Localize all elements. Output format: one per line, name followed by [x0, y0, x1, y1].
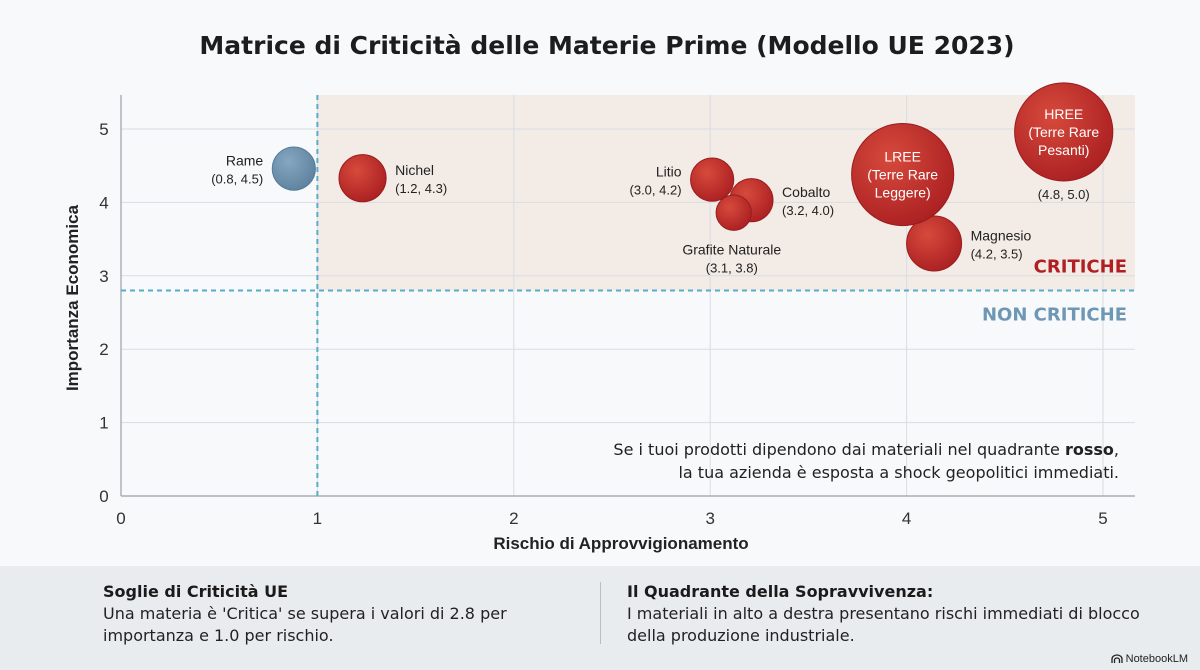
plot-area: 0 1 2 3 4 5 0 1 2 3 4 5 CRITICHE NON CRITICHE Rame (0.8… [99, 82, 1135, 528]
chart-title: Matrice di Criticità delle Materie Prime… [199, 31, 1014, 60]
x-axis-title: Rischio di Approvvigionamento [493, 534, 748, 553]
x-tick-label: 1 [313, 509, 322, 528]
y-tick-label: 2 [99, 340, 108, 359]
x-tick-label: 2 [509, 509, 518, 528]
point-coord-label: (1.2, 4.3) [395, 181, 447, 196]
brand-logo: NotebookLM [1110, 653, 1188, 665]
y-tick-label: 4 [99, 193, 108, 212]
point-inside-label: (Terre Rare [1028, 124, 1099, 140]
footer-quadrant-text: I materiali in alto a destra presentano … [627, 604, 1140, 645]
point-inside-label: Leggere) [875, 185, 931, 201]
data-point-magnesio: Magnesio (4.2, 3.5) [906, 215, 1032, 272]
quadrant-note-line2: la tua azienda è esposta a shock geopoli… [678, 463, 1119, 482]
data-point-nichel: Nichel (1.2, 4.3) [338, 154, 447, 203]
quadrant-note-line1: Se i tuoi prodotti dipendono dai materia… [613, 440, 1119, 459]
point-inside-label: HREE [1044, 106, 1083, 122]
x-tick-label: 3 [705, 509, 714, 528]
footer-quadrant: Il Quadrante della Sopravvivenza: I mate… [627, 582, 1147, 647]
footer-thresholds-text: Una materia è 'Critica' se supera i valo… [103, 604, 507, 645]
bubble-nichel [338, 154, 387, 203]
bubble-lree [851, 122, 955, 227]
footer-thresholds: Soglie di Criticità UE Una materia è 'Cr… [103, 582, 573, 647]
note-text: Se i tuoi prodotti dipendono dai materia… [613, 440, 1065, 459]
bubble-hree [1014, 82, 1114, 182]
x-tick-label: 0 [116, 509, 125, 528]
notebooklm-icon [1110, 654, 1123, 663]
y-axis-title: Importanza Economica [63, 204, 82, 391]
point-coord-label: (4.2, 3.5) [971, 247, 1023, 262]
bubble-litio [690, 157, 735, 202]
note-bold-word: rosso [1065, 440, 1114, 459]
point-name-label: Litio [656, 164, 682, 180]
x-tick-label: 5 [1098, 509, 1107, 528]
point-inside-label: LREE [884, 149, 921, 165]
footer-quadrant-title: Il Quadrante della Sopravvivenza: [627, 582, 934, 601]
point-name-label: Rame [226, 153, 264, 169]
zone-label-non-critical: NON CRITICHE [982, 304, 1127, 325]
point-name-label: Grafite Naturale [682, 241, 781, 257]
data-point-litio: Litio (3.0, 4.2) [630, 157, 735, 202]
data-point-rame: Rame (0.8, 4.5) [211, 146, 316, 191]
point-coord-label: (3.2, 4.0) [782, 203, 834, 218]
brand-name: NotebookLM [1125, 653, 1188, 665]
note-text: , [1114, 440, 1119, 459]
bubble-grafite [715, 194, 752, 231]
point-coord-label: (0.8, 4.5) [211, 172, 263, 187]
point-name-label: Cobalto [782, 184, 830, 200]
point-coord-label: (4.8, 5.0) [1038, 187, 1090, 202]
point-inside-label: (Terre Rare [867, 167, 938, 183]
data-point-hree: HREE (Terre Rare Pesanti) (4.8, 5.0) [1014, 82, 1114, 202]
point-inside-label: Pesanti) [1038, 142, 1089, 158]
footer-thresholds-title: Soglie di Criticità UE [103, 582, 289, 601]
footer-divider [600, 582, 601, 644]
chart: Matrice di Criticità delle Materie Prime… [63, 31, 1135, 553]
x-tick-label: 4 [902, 509, 911, 528]
bubble-rame [271, 146, 316, 191]
point-name-label: Nichel [395, 162, 434, 178]
y-tick-label: 3 [99, 267, 108, 286]
data-point-cobalto: Cobalto (3.2, 4.0) [729, 178, 834, 223]
data-point-grafite: Grafite Naturale (3.1, 3.8) [682, 194, 781, 275]
point-coord-label: (3.0, 4.2) [630, 183, 682, 198]
y-tick-label: 1 [99, 414, 108, 433]
y-tick-label: 5 [99, 120, 108, 139]
data-point-lree: LREE (Terre Rare Leggere) [851, 122, 955, 227]
point-coord-label: (3.1, 3.8) [706, 260, 758, 275]
point-name-label: Magnesio [971, 228, 1032, 244]
footer-panel: Soglie di Criticità UE Una materia è 'Cr… [0, 566, 1200, 670]
zone-label-critical: CRITICHE [1034, 256, 1127, 277]
y-tick-label: 0 [99, 487, 108, 506]
bubble-magnesio [906, 215, 963, 272]
